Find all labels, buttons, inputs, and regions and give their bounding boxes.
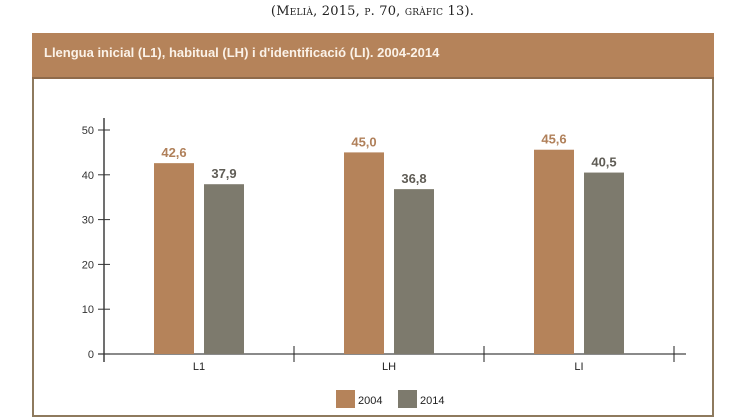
y-tick-label: 20 — [82, 259, 94, 271]
value-label: 45,0 — [351, 134, 376, 149]
bar-LI-2014 — [584, 172, 624, 354]
chart-header: Llengua inicial (L1), habitual (LH) i d'… — [32, 33, 714, 79]
legend: 2004 2014 — [336, 390, 444, 408]
chart-title: Llengua inicial (L1), habitual (LH) i d'… — [44, 45, 440, 60]
legend-swatch — [336, 390, 355, 408]
bar-L1-2014 — [204, 184, 244, 354]
x-tick-label: L1 — [193, 361, 205, 373]
bar-LH-2014 — [394, 189, 434, 354]
value-label: 45,6 — [541, 132, 566, 147]
legend-swatch — [398, 390, 417, 408]
y-tick-label: 0 — [88, 349, 94, 361]
value-label: 42,6 — [161, 145, 186, 160]
legend-label: 2014 — [420, 395, 444, 407]
legend-item-2004: 2004 — [336, 390, 382, 408]
legend-label: 2004 — [358, 395, 382, 407]
bar-LI-2004 — [534, 149, 574, 354]
y-tick-label: 30 — [82, 215, 94, 227]
y-tick-label: 40 — [82, 170, 94, 182]
figure-caption: (Melià, 2015, p. 70, gràfic 13). — [270, 4, 475, 19]
bars — [154, 149, 624, 354]
bar-LH-2004 — [344, 152, 384, 354]
x-tick-label: LH — [382, 361, 396, 373]
value-labels: 42,6 37,9 45,0 36,8 45,6 40,5 — [161, 132, 616, 186]
legend-item-2014: 2014 — [398, 390, 444, 408]
y-tick-label: 50 — [82, 125, 94, 137]
y-tick-label: 10 — [82, 304, 94, 316]
value-label: 37,9 — [211, 166, 236, 181]
value-label: 36,8 — [401, 171, 426, 186]
x-tick-label: LI — [574, 361, 583, 373]
value-label: 40,5 — [591, 155, 616, 170]
bar-L1-2004 — [154, 163, 194, 354]
